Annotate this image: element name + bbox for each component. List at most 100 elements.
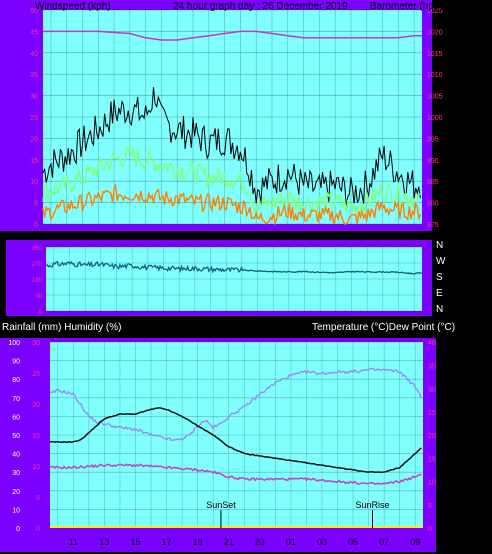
windspeed-tick: 30 xyxy=(30,94,38,101)
direction-line xyxy=(45,260,422,275)
barometer-tick: 1005 xyxy=(427,94,443,101)
windspeed-tick: 40 xyxy=(30,51,38,58)
top-x-tick: 01 xyxy=(283,230,293,240)
windspeed-tick: 5 xyxy=(34,201,38,208)
top-x-tick: 11 xyxy=(62,230,71,240)
barometer-tick: 980 xyxy=(427,201,439,208)
bottom-x-tick: 15 xyxy=(130,537,140,547)
compass-label: N xyxy=(436,240,443,251)
gust-line xyxy=(42,87,421,207)
bottom-x-tick: 07 xyxy=(379,537,389,547)
bottom-x-tick: 17 xyxy=(162,537,172,547)
windspeed-tick: 25 xyxy=(30,115,38,122)
rainfall-tick: 5 xyxy=(36,495,40,502)
dewpoint-line xyxy=(49,463,422,486)
direction-tick: 90 xyxy=(35,294,42,300)
rainfall-tick: 20 xyxy=(32,402,40,409)
bottom-series xyxy=(49,367,423,528)
rainfall-tick: 0 xyxy=(36,526,40,533)
rainfall-tick: 15 xyxy=(32,433,40,440)
barometer-tick: 985 xyxy=(427,179,439,186)
humidity-tick: 70 xyxy=(12,396,20,403)
temperature-tick: 40 xyxy=(428,340,436,347)
top-x-tick: 15 xyxy=(125,230,135,240)
windspeed-tick: 0 xyxy=(34,222,38,229)
bottom-x-tick: 23 xyxy=(255,537,265,547)
bottom-x-tick: 21 xyxy=(224,537,234,547)
temperature-line xyxy=(49,407,422,474)
bottom-grid xyxy=(50,341,423,529)
top-left-title: Windspeed (kph) xyxy=(35,1,111,12)
barometer-tick: 1015 xyxy=(427,51,443,58)
middle-tick-labels: 0 90 180 270 360 xyxy=(32,246,43,316)
top-x-tick: 05 xyxy=(346,230,356,240)
top-grid xyxy=(43,9,422,225)
humidity-line xyxy=(49,367,423,442)
top-x-tick: 07 xyxy=(378,230,388,240)
barometer-tick: 1010 xyxy=(427,72,443,79)
humidity-tick: 60 xyxy=(12,414,20,421)
barometer-tick: 995 xyxy=(427,136,439,143)
humidity-tick: 0 xyxy=(16,526,20,533)
compass-label: N xyxy=(436,304,443,315)
middle-plot-area xyxy=(46,247,422,311)
barometer-tick: 1025 xyxy=(427,8,443,15)
top-x-tick: 19 xyxy=(188,230,198,240)
humidity-tick: 100 xyxy=(8,340,20,347)
temperature-tick: 20 xyxy=(428,433,436,440)
windspeed-tick: 15 xyxy=(30,158,38,165)
humidity-tick: 10 xyxy=(12,507,20,514)
temperature-tick: 10 xyxy=(428,480,436,487)
barometer-tick: 1020 xyxy=(427,29,443,36)
bottom-x-tick: 05 xyxy=(348,537,358,547)
humidity-tick: 90 xyxy=(12,359,20,366)
direction-tick: 0 xyxy=(39,310,43,316)
lull-line xyxy=(42,182,422,226)
top-x-tick: 13 xyxy=(93,230,103,240)
temperature-tick: 15 xyxy=(428,456,436,463)
top-x-tick: 23 xyxy=(251,230,261,240)
top-x-tick: 21 xyxy=(220,230,230,240)
humidity-tick: 50 xyxy=(12,433,20,440)
top-tick-labels: 0510152025303540455097598098599099510001… xyxy=(30,8,442,240)
temperature-tick: 35 xyxy=(428,363,436,370)
windspeed-tick: 10 xyxy=(30,179,38,186)
middle-series xyxy=(45,260,422,275)
sunrise-label: SunRise xyxy=(355,500,389,510)
direction-tick: 360 xyxy=(32,246,43,252)
windspeed-tick: 50 xyxy=(30,8,38,15)
bottom-x-tick: 13 xyxy=(99,537,109,547)
humidity-tick: 30 xyxy=(12,470,20,477)
direction-tick: 270 xyxy=(32,262,43,268)
top-series xyxy=(42,30,422,226)
temperature-tick: 30 xyxy=(428,387,436,394)
bottom-left-title: Rainfall (mm) Humidity (%) xyxy=(2,322,121,333)
bottom-tick-labels: 0102030405060708090100051015202530051015… xyxy=(8,340,436,547)
humidity-tick: 40 xyxy=(12,452,20,459)
bottom-x-tick: 03 xyxy=(317,537,327,547)
top-x-tick: 09 xyxy=(409,230,419,240)
top-x-tick: 03 xyxy=(314,230,324,240)
barometer-line xyxy=(43,30,422,41)
windspeed-tick: 45 xyxy=(30,29,38,36)
windspeed-tick: 20 xyxy=(30,136,38,143)
middle-grid xyxy=(46,246,422,312)
sunset-label: SunSet xyxy=(206,500,236,510)
humidity-tick: 20 xyxy=(12,489,20,496)
rainfall-tick: 25 xyxy=(32,371,40,378)
windspeed-tick: 35 xyxy=(30,72,38,79)
bottom-plot-area xyxy=(50,342,423,528)
top-x-tick: 17 xyxy=(156,230,166,240)
bottom-x-tick: 11 xyxy=(69,537,78,547)
bottom-x-tick: 19 xyxy=(193,537,203,547)
bottom-x-tick: 01 xyxy=(286,537,296,547)
compass-label: W xyxy=(436,256,446,267)
bottom-right-title: Temperature (°C)Dew Point (°C) xyxy=(312,322,455,333)
direction-tick: 180 xyxy=(32,278,43,284)
barometer-tick: 975 xyxy=(427,222,439,229)
compass-label: E xyxy=(436,288,443,299)
top-right-title: Barometer (hpa) xyxy=(370,1,443,12)
rainfall-tick: 10 xyxy=(32,464,40,471)
